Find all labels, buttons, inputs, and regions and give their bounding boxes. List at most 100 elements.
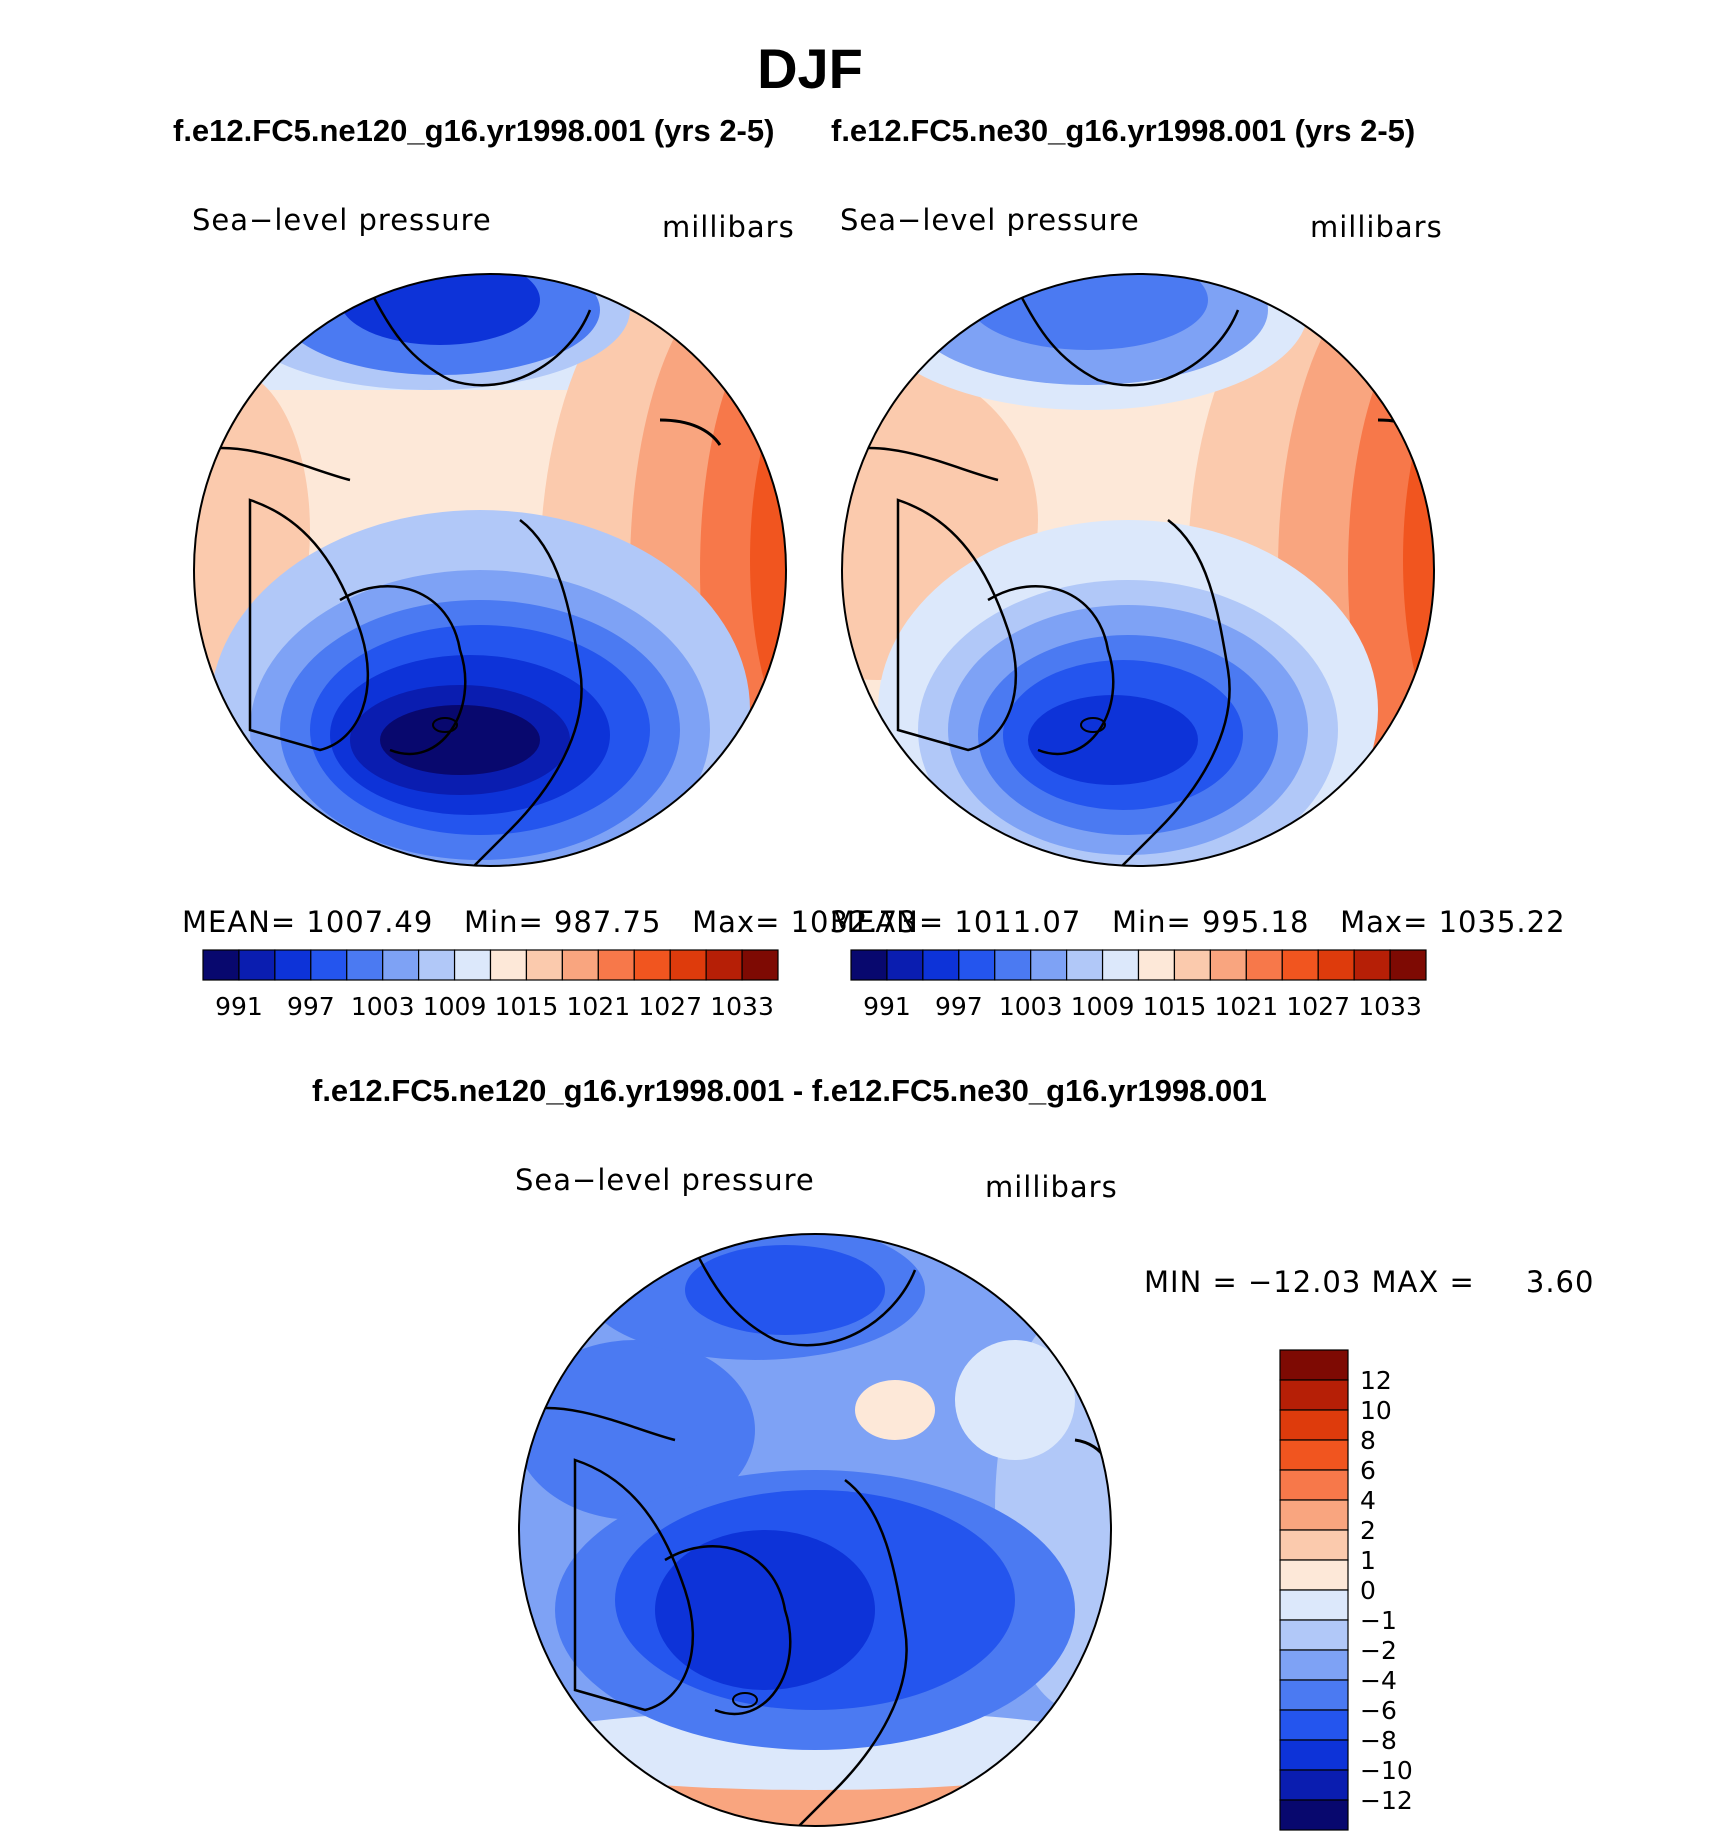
- panel-2-mean-label: MEAN=: [830, 905, 945, 939]
- colorbar-swatch: [418, 949, 456, 981]
- colorbar-swatch: [1389, 949, 1427, 981]
- difference-max-value: 3.60: [1525, 1265, 1595, 1299]
- panel-1-mean-value: 1007.49: [306, 905, 434, 939]
- colorbar-tick-label: −4: [1360, 1666, 1397, 1695]
- colorbar-swatch: [886, 949, 924, 981]
- colorbar-swatch: [1279, 1439, 1349, 1471]
- colorbar-tick-label: 1015: [495, 992, 559, 1021]
- map-panel-1: [193, 273, 787, 867]
- colorbar-swatch: [1101, 949, 1140, 981]
- colorbar-swatch: [1173, 949, 1211, 981]
- colorbar-tick-label: 1033: [1358, 992, 1422, 1021]
- colorbar-tick-label: 1027: [638, 992, 702, 1021]
- colorbar-swatch: [1279, 1799, 1349, 1831]
- panel-1-max-value: 1032.73: [790, 905, 918, 939]
- map-difference: [518, 1233, 1112, 1827]
- colorbar-tick-label: 1021: [1215, 992, 1279, 1021]
- figure-title: DJF: [757, 37, 863, 100]
- colorbar-tick-label: 10: [1360, 1396, 1392, 1425]
- colorbar-swatch: [1279, 1619, 1349, 1651]
- colorbar-tick-label: 1003: [351, 992, 415, 1021]
- panel-2-max-label: Max=: [1340, 905, 1429, 939]
- colorbar-swatch: [994, 949, 1032, 981]
- difference-variable-label: Sea−level pressure: [515, 1163, 815, 1197]
- colorbar-swatch: [1137, 949, 1176, 981]
- colorbar-swatch: [1066, 949, 1104, 981]
- panel-1-min-value: 987.75: [553, 905, 662, 939]
- colorbar-tick-label: −2: [1360, 1636, 1397, 1665]
- colorbar-swatch: [1279, 1589, 1349, 1621]
- colorbar-tick-label: −12: [1360, 1786, 1413, 1815]
- colorbar-swatch: [1281, 949, 1319, 981]
- colorbar-swatch: [274, 949, 312, 981]
- panel-2-min-label: Min=: [1112, 905, 1192, 939]
- colorbar-tick-label: −10: [1360, 1756, 1413, 1785]
- colorbar-swatch: [1317, 949, 1355, 981]
- colorbar-tick-label: 4: [1360, 1486, 1376, 1515]
- colorbar-tick-label: −8: [1360, 1726, 1397, 1755]
- colorbar-swatch: [1279, 1349, 1349, 1381]
- colorbar-swatch: [1279, 1529, 1349, 1561]
- colorbar-swatch: [1279, 1469, 1349, 1501]
- colorbar-tick-label: 8: [1360, 1426, 1376, 1455]
- colorbar-tick-label: 12: [1360, 1366, 1392, 1395]
- colorbar-tick-label: 1033: [710, 992, 774, 1021]
- difference-subtitle: f.e12.FC5.ne120_g16.yr1998.001 - f.e12.F…: [312, 1073, 1267, 1108]
- panel-1-units-label: millibars: [662, 210, 795, 244]
- colorbar-swatch: [1279, 1559, 1349, 1591]
- colorbar-swatch: [741, 949, 779, 981]
- colorbar-tick-label: 2: [1360, 1516, 1376, 1545]
- colorbar-tick-label: 997: [287, 992, 335, 1021]
- colorbar-tick-label: 991: [863, 992, 911, 1021]
- colorbar-tick-label: 991: [215, 992, 263, 1021]
- panel-2-units-label: millibars: [1310, 210, 1443, 244]
- colorbar-tick-label: 0: [1360, 1576, 1376, 1605]
- panel-2-subtitle: f.e12.FC5.ne30_g16.yr1998.001 (yrs 2-5): [831, 113, 1416, 148]
- colorbar-swatch: [1279, 1739, 1349, 1771]
- panel-2-stats: MEAN= 1011.07 Min= 995.18 Max= 1035.22: [830, 905, 1566, 939]
- colorbar-tick-label: −6: [1360, 1696, 1397, 1725]
- colorbar-tick-label: 6: [1360, 1456, 1376, 1485]
- colorbar-tick-label: 1003: [999, 992, 1063, 1021]
- panel-2-min-value: 995.18: [1201, 905, 1310, 939]
- panel-1-subtitle: f.e12.FC5.ne120_g16.yr1998.001 (yrs 2-5): [173, 113, 775, 148]
- colorbar-tick-label: 1015: [1143, 992, 1207, 1021]
- colorbar-swatch: [1279, 1649, 1349, 1681]
- colorbar-swatch: [238, 949, 276, 981]
- colorbar-swatch: [850, 949, 888, 981]
- colorbar-swatch: [1279, 1379, 1349, 1411]
- colorbar-swatch: [1245, 949, 1283, 981]
- colorbar-swatch: [1030, 949, 1068, 981]
- panel-1-min-label: Min=: [464, 905, 544, 939]
- panel-1-stats: MEAN= 1007.49 Min= 987.75 Max= 1032.73: [182, 905, 918, 939]
- colorbar-swatch: [1279, 1709, 1349, 1741]
- colorbar-tick-label: 1009: [423, 992, 487, 1021]
- colorbar-swatch: [453, 949, 492, 981]
- colorbar-swatch: [958, 949, 996, 981]
- colorbar-swatch: [1279, 1499, 1349, 1531]
- colorbar-tick-label: 1021: [567, 992, 631, 1021]
- colorbar-swatch: [1279, 1769, 1349, 1801]
- difference-stats: MIN = −12.03 MAX = 3.60: [1144, 1265, 1594, 1299]
- colorbar-swatch: [489, 949, 528, 981]
- colorbar-swatch: [922, 949, 960, 981]
- panel-2-mean-value: 1011.07: [954, 905, 1082, 939]
- colorbar-panel-2: 991 997 1003 1009 1015 1021 1027 1033: [850, 949, 1427, 1021]
- colorbar-swatch: [669, 949, 707, 981]
- colorbar-panel-1: 991 997 1003 1009 1015 1021 1027 1033: [202, 949, 779, 1021]
- colorbar-tick-label: 1: [1360, 1546, 1376, 1575]
- colorbar-tick-label: −1: [1360, 1606, 1397, 1635]
- colorbar-tick-label: 1009: [1071, 992, 1135, 1021]
- colorbar-tick-label: 1027: [1286, 992, 1350, 1021]
- colorbar-swatch: [1279, 1679, 1349, 1711]
- colorbar-swatch: [561, 949, 599, 981]
- colorbar-swatch: [1353, 949, 1391, 981]
- colorbar-swatch: [525, 949, 563, 981]
- panel-1-max-label: Max=: [692, 905, 781, 939]
- panel-2-max-value: 1035.22: [1438, 905, 1566, 939]
- colorbar-swatch: [1279, 1409, 1349, 1441]
- difference-units-label: millibars: [985, 1170, 1118, 1204]
- colorbar-swatch: [346, 949, 384, 981]
- colorbar-swatch: [202, 949, 240, 981]
